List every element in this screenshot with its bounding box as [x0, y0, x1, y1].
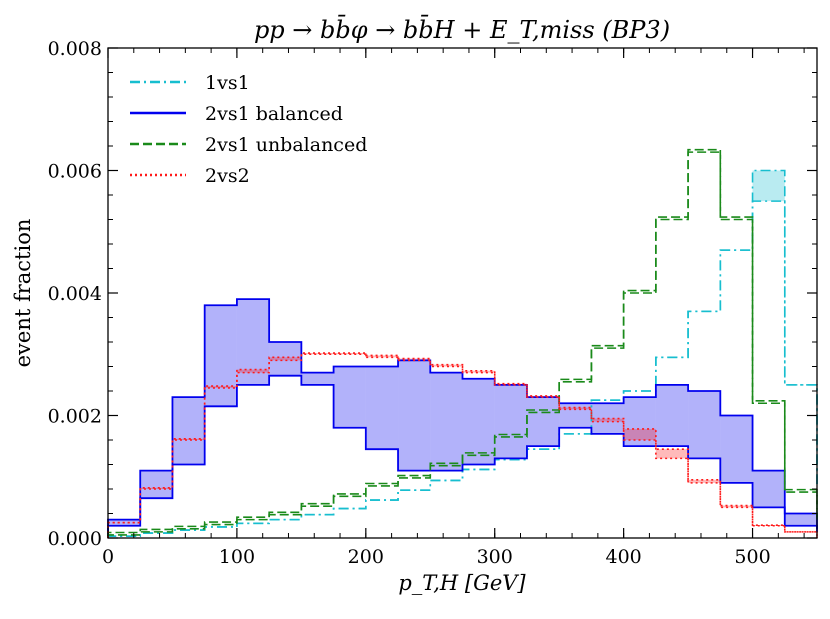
- band-2vs2-bin-9: [398, 358, 431, 361]
- y-tick-label: 0.006: [48, 161, 102, 183]
- chart-title: pp → bb̄φ → bb̄H + E_T,miss (BP3): [254, 15, 670, 44]
- band-2vs1-balanced-bin-13: [526, 397, 560, 447]
- band-2vs1-balanced-bin-17: [655, 384, 689, 447]
- band-2vs2-bin-2: [172, 438, 205, 440]
- uncertainty-bands: [108, 170, 817, 526]
- band-2vs1-balanced-bin-9: [398, 360, 431, 471]
- band-2vs1-balanced-bin-16: [623, 397, 656, 447]
- y-tick-label: 0.002: [48, 406, 102, 428]
- series-lines: [107, 148, 818, 538]
- band-2vs2-bin-6: [301, 353, 334, 355]
- y-tick-label: 0.008: [48, 38, 102, 60]
- y-tick-label: 0.004: [48, 283, 102, 305]
- band-2vs1-balanced-bin-19: [720, 415, 753, 483]
- band-2vs1-balanced-bin-10: [430, 372, 463, 471]
- band-2vs2-bin-17: [655, 449, 689, 459]
- band-2vs2-bin-18: [688, 479, 721, 483]
- y-tick-label: 0.000: [48, 528, 102, 550]
- legend: 1vs1 2vs1 balanced 2vs1 unbalanced 2vs2: [130, 72, 367, 187]
- x-tick-label: 400: [606, 546, 642, 568]
- band-2vs2-bin-19: [720, 505, 753, 508]
- band-2vs1-balanced-bin-12: [494, 384, 527, 459]
- band-2vs1-balanced-bin-18: [688, 391, 721, 459]
- band-2vs1-balanced-bin-4: [236, 299, 270, 385]
- legend-label: 2vs1 balanced: [205, 103, 343, 125]
- band-2vs1-balanced-bin-21: [784, 513, 817, 526]
- band-2vs2-bin-8: [365, 355, 399, 358]
- band-2vs1-balanced-bin-6: [301, 372, 334, 385]
- band-2vs2-bin-16: [623, 428, 656, 440]
- band-2vs1-balanced-bin-3: [204, 305, 237, 407]
- band-2vs2-bin-4: [236, 369, 270, 373]
- band-2vs2-bin-14: [559, 407, 592, 410]
- x-axis-label: p_T,H [GeV]: [398, 571, 526, 595]
- band-2vs1-balanced-bin-2: [172, 397, 205, 465]
- band-1vs1-bin-20: [752, 170, 785, 202]
- band-2vs1-balanced-bin-11: [462, 378, 495, 465]
- axis-ticks: 0 100 200 300 400 500 0.000 0.002 0.004 0.006 0.00…: [48, 38, 817, 568]
- x-tick-label: 200: [348, 546, 384, 568]
- legend-label: 2vs2: [205, 165, 250, 187]
- band-2vs2-bin-15: [591, 418, 624, 422]
- y-axis-label: event fraction: [11, 219, 35, 368]
- band-2vs2-bin-5: [269, 357, 302, 361]
- band-2vs1-balanced-bin-20: [752, 470, 785, 508]
- series-1vs1-upper: [107, 169, 818, 538]
- band-2vs2-bin-1: [140, 487, 173, 489]
- series-2vs1-balanced-upper: [107, 298, 818, 538]
- band-2vs1-balanced-bin-8: [365, 366, 399, 450]
- band-2vs1-balanced-bin-1: [140, 470, 173, 499]
- x-tick-label: 0: [102, 546, 114, 568]
- band-2vs2-bin-11: [462, 370, 495, 373]
- series-2vs1-balanced-lower: [107, 374, 818, 538]
- band-2vs2-bin-3: [204, 386, 237, 388]
- band-2vs1-balanced-bin-7: [333, 366, 366, 428]
- x-tick-label: 100: [219, 546, 255, 568]
- legend-label: 2vs1 unbalanced: [205, 134, 367, 156]
- series-2vs2-lower: [107, 353, 818, 538]
- x-tick-label: 500: [734, 546, 770, 568]
- legend-label: 1vs1: [205, 72, 250, 94]
- band-2vs2-bin-10: [430, 364, 463, 367]
- series-2vs1-unbalanced-upper: [107, 148, 818, 538]
- x-tick-label: 300: [477, 546, 513, 568]
- band-2vs1-balanced-bin-5: [269, 342, 302, 376]
